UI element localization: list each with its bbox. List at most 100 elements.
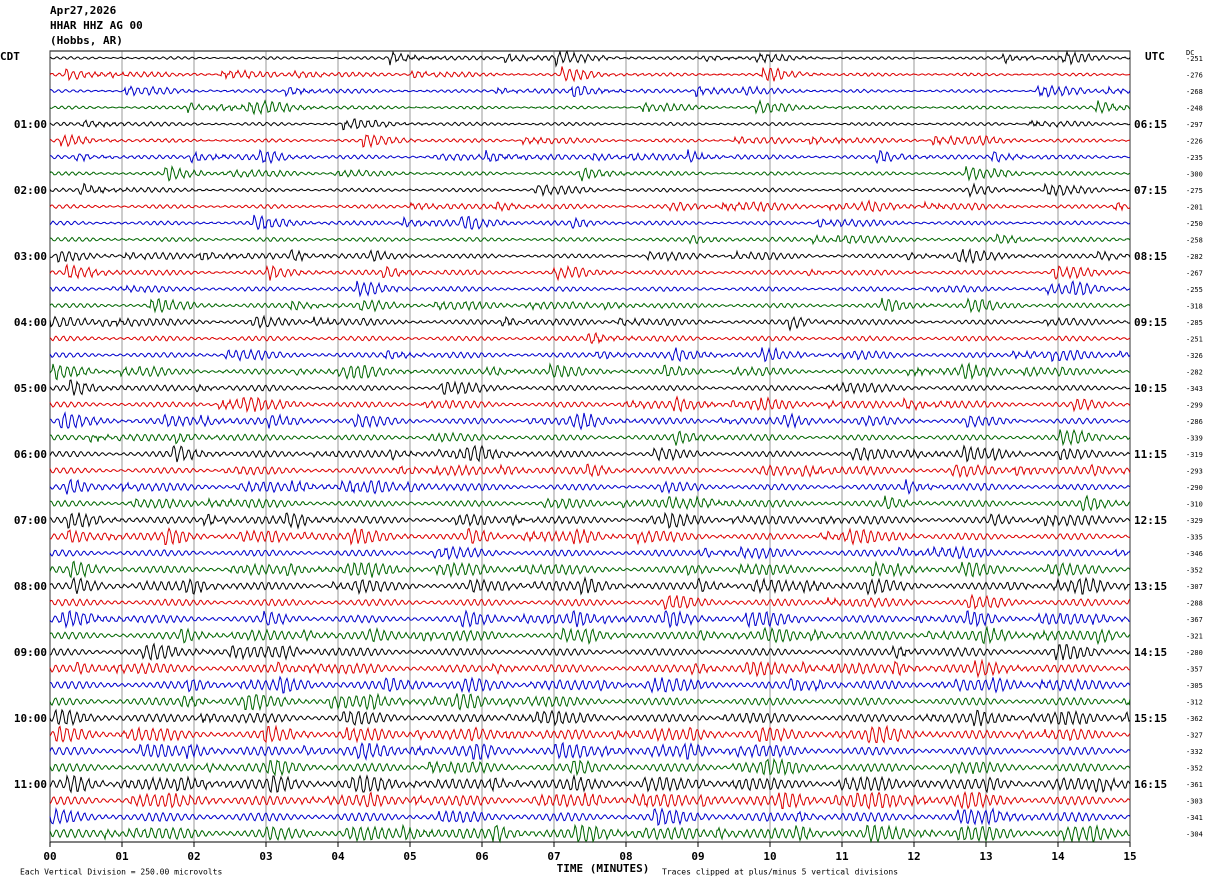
right-time-label: 08:15: [1134, 250, 1167, 263]
x-tick-label: 09: [691, 850, 704, 863]
dc-header: DC: [1186, 49, 1194, 57]
left-time-label: 07:00: [14, 514, 47, 527]
seismic-trace: [49, 346, 1131, 363]
right-time-label: 13:15: [1134, 580, 1167, 593]
seismic-trace: [49, 758, 1131, 777]
dc-value: -332: [1186, 748, 1203, 756]
right-time-label: 11:15: [1134, 448, 1167, 461]
dc-value: -299: [1186, 402, 1203, 410]
seismic-trace: [49, 99, 1131, 116]
dc-value: -300: [1186, 171, 1203, 179]
dc-value: -226: [1186, 138, 1203, 146]
dc-value: -312: [1186, 699, 1203, 707]
left-time-label: 01:00: [14, 118, 47, 131]
dc-value: -335: [1186, 534, 1203, 542]
seismic-trace: [49, 199, 1131, 213]
dc-value: -280: [1186, 649, 1203, 657]
dc-value: -361: [1186, 781, 1203, 789]
seismic-trace: [49, 165, 1131, 182]
left-time-label: 06:00: [14, 448, 47, 461]
seismic-trace: [49, 807, 1131, 826]
seismic-trace: [49, 214, 1131, 231]
left-time-label: 04:00: [14, 316, 47, 329]
footer-clip: Traces clipped at plus/minus 5 vertical …: [662, 868, 898, 877]
x-tick-label: 03: [259, 850, 272, 863]
dc-value: -310: [1186, 501, 1203, 509]
dc-value: -343: [1186, 385, 1203, 393]
seismic-trace: [49, 791, 1131, 810]
x-tick-label: 06: [475, 850, 489, 863]
header-location: (Hobbs, AR): [50, 34, 123, 47]
seismic-trace: [49, 149, 1131, 165]
plot-frame: [49, 50, 1131, 843]
seismic-trace: [49, 379, 1131, 396]
dc-value: -346: [1186, 550, 1203, 558]
seismic-trace: [49, 84, 1131, 98]
x-tick-label: 01: [115, 850, 129, 863]
right-time-label: 06:15: [1134, 118, 1167, 131]
seismic-trace: [49, 658, 1131, 679]
dc-value: -258: [1186, 237, 1203, 245]
x-tick-label: 08: [619, 850, 632, 863]
dc-value: -268: [1186, 88, 1203, 96]
dc-value: -327: [1186, 732, 1203, 740]
seismic-trace: [49, 560, 1131, 579]
seismic-trace: [49, 576, 1131, 596]
seismic-trace: [49, 331, 1131, 345]
dc-value: -341: [1186, 814, 1203, 822]
dc-value: -276: [1186, 72, 1203, 80]
dc-value: -339: [1186, 435, 1203, 443]
x-tick-label: 13: [979, 850, 992, 863]
seismic-trace: [49, 247, 1131, 265]
x-tick-label: 11: [835, 850, 849, 863]
right-time-label: 14:15: [1134, 646, 1167, 659]
dc-value: -248: [1186, 105, 1203, 113]
x-tick-label: 05: [403, 850, 416, 863]
dc-value: -290: [1186, 484, 1203, 492]
seismic-trace: [49, 314, 1131, 332]
seismic-trace: [49, 642, 1131, 661]
seismic-trace: [49, 511, 1131, 530]
dc-value: -285: [1186, 319, 1203, 327]
dc-value: -318: [1186, 303, 1203, 311]
right-time-label: 16:15: [1134, 778, 1167, 791]
seismic-trace: [49, 774, 1131, 794]
dc-value: -297: [1186, 121, 1203, 129]
dc-value: -304: [1186, 831, 1203, 839]
left-time-label: 09:00: [14, 646, 47, 659]
seismic-trace: [49, 49, 1131, 68]
dc-value: -275: [1186, 187, 1203, 195]
dc-value: -267: [1186, 270, 1203, 278]
left-time-label: 02:00: [14, 184, 47, 197]
seismic-trace: [49, 428, 1131, 447]
left-time-label: 03:00: [14, 250, 47, 263]
seismic-trace: [49, 118, 1131, 131]
dc-value: -321: [1186, 633, 1203, 641]
dc-value: -357: [1186, 666, 1203, 674]
x-tick-label: 10: [763, 850, 776, 863]
dc-value: -307: [1186, 583, 1203, 591]
header-station: HHAR HHZ AG 00: [50, 19, 143, 32]
seismic-trace: [50, 675, 1131, 694]
seismic-trace: [49, 708, 1131, 727]
dc-value: -293: [1186, 468, 1203, 476]
seismic-trace: [49, 724, 1131, 744]
seismic-trace: [49, 741, 1131, 761]
seismic-trace: [49, 609, 1131, 629]
dc-value: -201: [1186, 204, 1203, 212]
x-tick-label: 07: [547, 850, 560, 863]
traces: [49, 49, 1131, 844]
seismic-trace: [49, 692, 1131, 712]
seismic-trace: [49, 444, 1131, 463]
x-tick-label: 15: [1123, 850, 1136, 863]
seismic-trace: [49, 233, 1131, 246]
x-title: TIME (MINUTES): [557, 862, 650, 875]
x-tick-label: 12: [907, 850, 920, 863]
left-time-label: 05:00: [14, 382, 47, 395]
left-time-label: 08:00: [14, 580, 47, 593]
seismic-trace: [49, 395, 1131, 413]
seismic-trace: [49, 297, 1131, 314]
seismic-trace: [49, 411, 1131, 431]
dc-value: -286: [1186, 418, 1203, 426]
